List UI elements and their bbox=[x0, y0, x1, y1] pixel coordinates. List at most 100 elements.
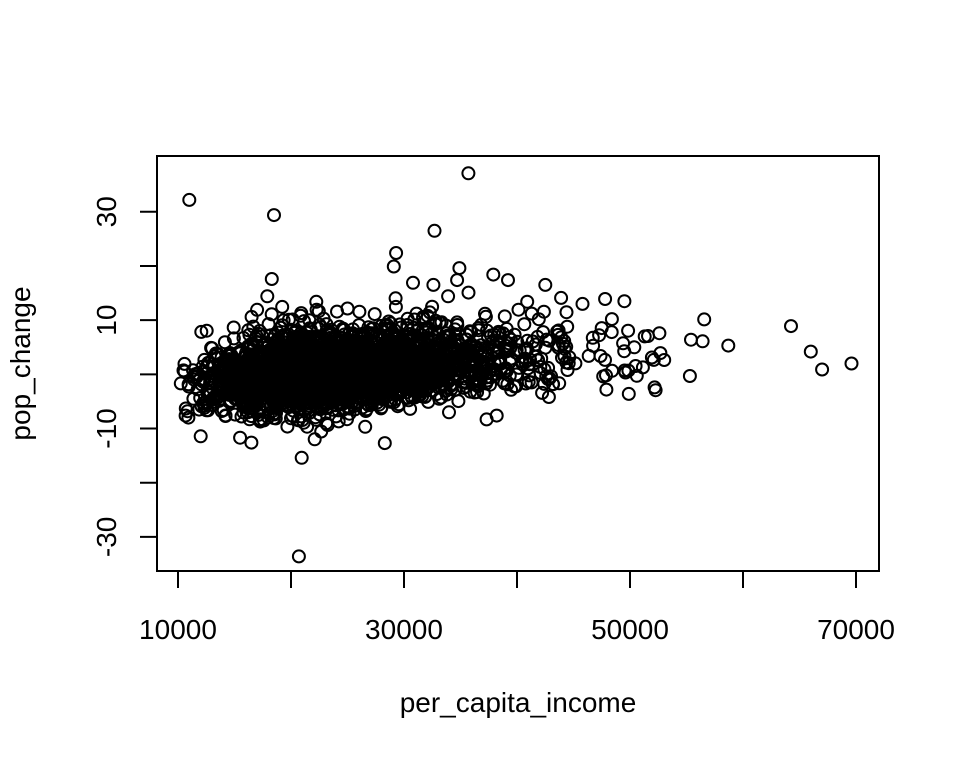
data-point bbox=[489, 366, 504, 381]
data-point bbox=[377, 364, 392, 379]
data-point bbox=[815, 362, 830, 377]
data-point bbox=[409, 306, 424, 321]
data-point bbox=[301, 388, 316, 403]
data-point bbox=[486, 267, 501, 282]
data-point bbox=[260, 289, 275, 304]
data-point bbox=[359, 361, 374, 376]
data-point bbox=[336, 402, 351, 417]
data-point bbox=[445, 339, 460, 354]
data-point bbox=[309, 388, 324, 403]
data-point bbox=[635, 360, 650, 375]
data-point bbox=[364, 385, 379, 399]
data-point bbox=[307, 432, 322, 447]
data-point bbox=[233, 430, 248, 445]
data-point bbox=[426, 277, 441, 292]
data-point bbox=[381, 384, 396, 399]
data-point bbox=[585, 330, 600, 345]
data-point bbox=[342, 352, 357, 367]
data-point bbox=[575, 296, 590, 311]
data-point bbox=[489, 408, 504, 423]
data-point bbox=[657, 353, 672, 367]
data-point bbox=[360, 325, 375, 340]
data-point bbox=[265, 332, 280, 347]
data-point bbox=[648, 383, 663, 398]
data-point bbox=[200, 359, 215, 374]
data-point bbox=[463, 346, 478, 361]
data-point bbox=[264, 307, 279, 322]
data-point bbox=[450, 273, 465, 288]
data-point bbox=[197, 352, 212, 367]
data-point bbox=[594, 321, 609, 336]
data-points bbox=[173, 166, 859, 564]
data-point bbox=[560, 363, 575, 377]
data-point bbox=[419, 325, 434, 340]
data-point bbox=[497, 309, 512, 324]
y-tick-label: -10 bbox=[91, 408, 122, 448]
data-point bbox=[803, 344, 818, 359]
data-point bbox=[250, 302, 265, 317]
data-point bbox=[288, 346, 303, 361]
data-point bbox=[522, 368, 537, 383]
data-point bbox=[327, 354, 342, 369]
data-point bbox=[784, 319, 798, 334]
y-axis-title: pop_change bbox=[5, 286, 36, 440]
data-point bbox=[697, 312, 712, 327]
data-point bbox=[264, 272, 279, 286]
data-point bbox=[354, 368, 369, 383]
data-point bbox=[442, 405, 456, 420]
plot-box bbox=[156, 155, 880, 572]
data-point bbox=[358, 419, 373, 434]
data-point bbox=[491, 324, 506, 339]
data-point bbox=[300, 419, 315, 434]
data-point bbox=[226, 331, 241, 346]
data-point bbox=[434, 390, 449, 405]
data-point bbox=[652, 326, 667, 341]
data-point bbox=[205, 341, 220, 356]
x-tick-label: 50000 bbox=[591, 614, 669, 645]
data-point bbox=[186, 370, 201, 385]
data-point bbox=[581, 348, 596, 363]
data-point bbox=[334, 396, 349, 411]
data-point bbox=[511, 302, 526, 317]
data-point bbox=[397, 338, 412, 353]
data-point bbox=[559, 355, 574, 370]
data-point bbox=[320, 400, 334, 415]
data-point bbox=[464, 325, 478, 340]
data-point bbox=[524, 306, 539, 321]
data-point bbox=[220, 384, 235, 398]
data-point bbox=[226, 320, 241, 335]
data-point bbox=[520, 294, 535, 309]
data-point bbox=[222, 346, 237, 360]
data-point bbox=[428, 317, 443, 332]
data-point bbox=[216, 403, 231, 418]
x-tick-label: 70000 bbox=[817, 614, 895, 645]
data-point bbox=[322, 331, 337, 346]
data-point bbox=[473, 353, 488, 368]
data-point bbox=[431, 333, 446, 348]
data-point bbox=[253, 414, 268, 429]
data-point bbox=[407, 312, 422, 327]
data-point bbox=[299, 353, 314, 368]
x-tick-label: 10000 bbox=[139, 614, 217, 645]
data-point bbox=[461, 285, 476, 300]
data-point bbox=[490, 333, 505, 348]
data-point bbox=[374, 343, 389, 358]
data-point bbox=[598, 352, 612, 367]
data-point bbox=[223, 360, 238, 375]
data-point bbox=[330, 304, 344, 319]
data-point bbox=[390, 331, 405, 346]
data-point bbox=[456, 365, 471, 379]
data-point bbox=[178, 408, 193, 423]
data-point bbox=[261, 317, 276, 332]
data-point bbox=[314, 374, 329, 389]
data-point bbox=[270, 386, 285, 401]
data-point bbox=[616, 336, 631, 351]
data-point bbox=[222, 377, 237, 392]
data-point bbox=[400, 357, 415, 372]
data-point bbox=[181, 410, 196, 425]
data-point bbox=[520, 361, 535, 376]
data-point bbox=[244, 435, 259, 450]
data-point bbox=[310, 382, 325, 397]
